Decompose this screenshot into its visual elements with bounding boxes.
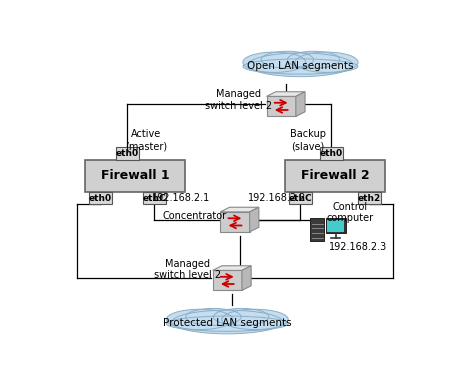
Text: Firewall 1: Firewall 1 [101, 169, 169, 182]
Text: Firewall 2: Firewall 2 [301, 169, 370, 182]
Text: Concentrator: Concentrator [163, 211, 227, 221]
Text: ethC: ethC [289, 193, 312, 203]
Polygon shape [212, 270, 242, 290]
Text: Protected LAN segments: Protected LAN segments [163, 318, 291, 328]
Ellipse shape [213, 308, 269, 325]
FancyBboxPatch shape [89, 192, 112, 204]
Ellipse shape [243, 59, 358, 74]
Text: Control
computer: Control computer [327, 202, 374, 223]
Text: eth0: eth0 [116, 149, 139, 158]
FancyBboxPatch shape [326, 218, 346, 234]
Text: 192.168.2.2: 192.168.2.2 [248, 193, 306, 203]
Text: eth0: eth0 [89, 193, 112, 203]
Text: eth2: eth2 [358, 193, 381, 203]
Ellipse shape [166, 316, 288, 331]
Polygon shape [266, 92, 305, 96]
Text: eth0: eth0 [320, 149, 343, 158]
Text: Open LAN segments: Open LAN segments [247, 61, 354, 71]
Polygon shape [242, 266, 251, 290]
Text: 192.168.2.1: 192.168.2.1 [152, 193, 210, 203]
Ellipse shape [287, 51, 340, 68]
Ellipse shape [261, 51, 314, 68]
FancyBboxPatch shape [85, 159, 185, 192]
Text: Managed
switch level 2: Managed switch level 2 [205, 90, 272, 111]
FancyBboxPatch shape [116, 147, 139, 159]
Polygon shape [220, 212, 250, 232]
Polygon shape [220, 207, 259, 212]
Text: Managed
switch level 2: Managed switch level 2 [154, 259, 221, 280]
FancyBboxPatch shape [358, 192, 381, 204]
Text: Active
(master): Active (master) [125, 129, 168, 151]
FancyBboxPatch shape [311, 218, 324, 241]
Text: 192.168.2.3: 192.168.2.3 [329, 242, 387, 252]
FancyBboxPatch shape [285, 159, 385, 192]
Text: ethC: ethC [142, 193, 166, 203]
Ellipse shape [248, 53, 353, 77]
Ellipse shape [186, 308, 241, 325]
FancyBboxPatch shape [327, 220, 344, 232]
Ellipse shape [166, 309, 233, 330]
Text: Backup
(slave): Backup (slave) [290, 129, 326, 151]
Ellipse shape [295, 52, 358, 73]
FancyBboxPatch shape [289, 192, 312, 204]
Polygon shape [266, 96, 296, 117]
FancyBboxPatch shape [320, 147, 343, 159]
Ellipse shape [222, 309, 288, 330]
Polygon shape [296, 92, 305, 117]
Polygon shape [250, 207, 259, 232]
Ellipse shape [172, 310, 283, 334]
FancyBboxPatch shape [143, 192, 166, 204]
Ellipse shape [243, 52, 306, 73]
Polygon shape [212, 266, 251, 270]
